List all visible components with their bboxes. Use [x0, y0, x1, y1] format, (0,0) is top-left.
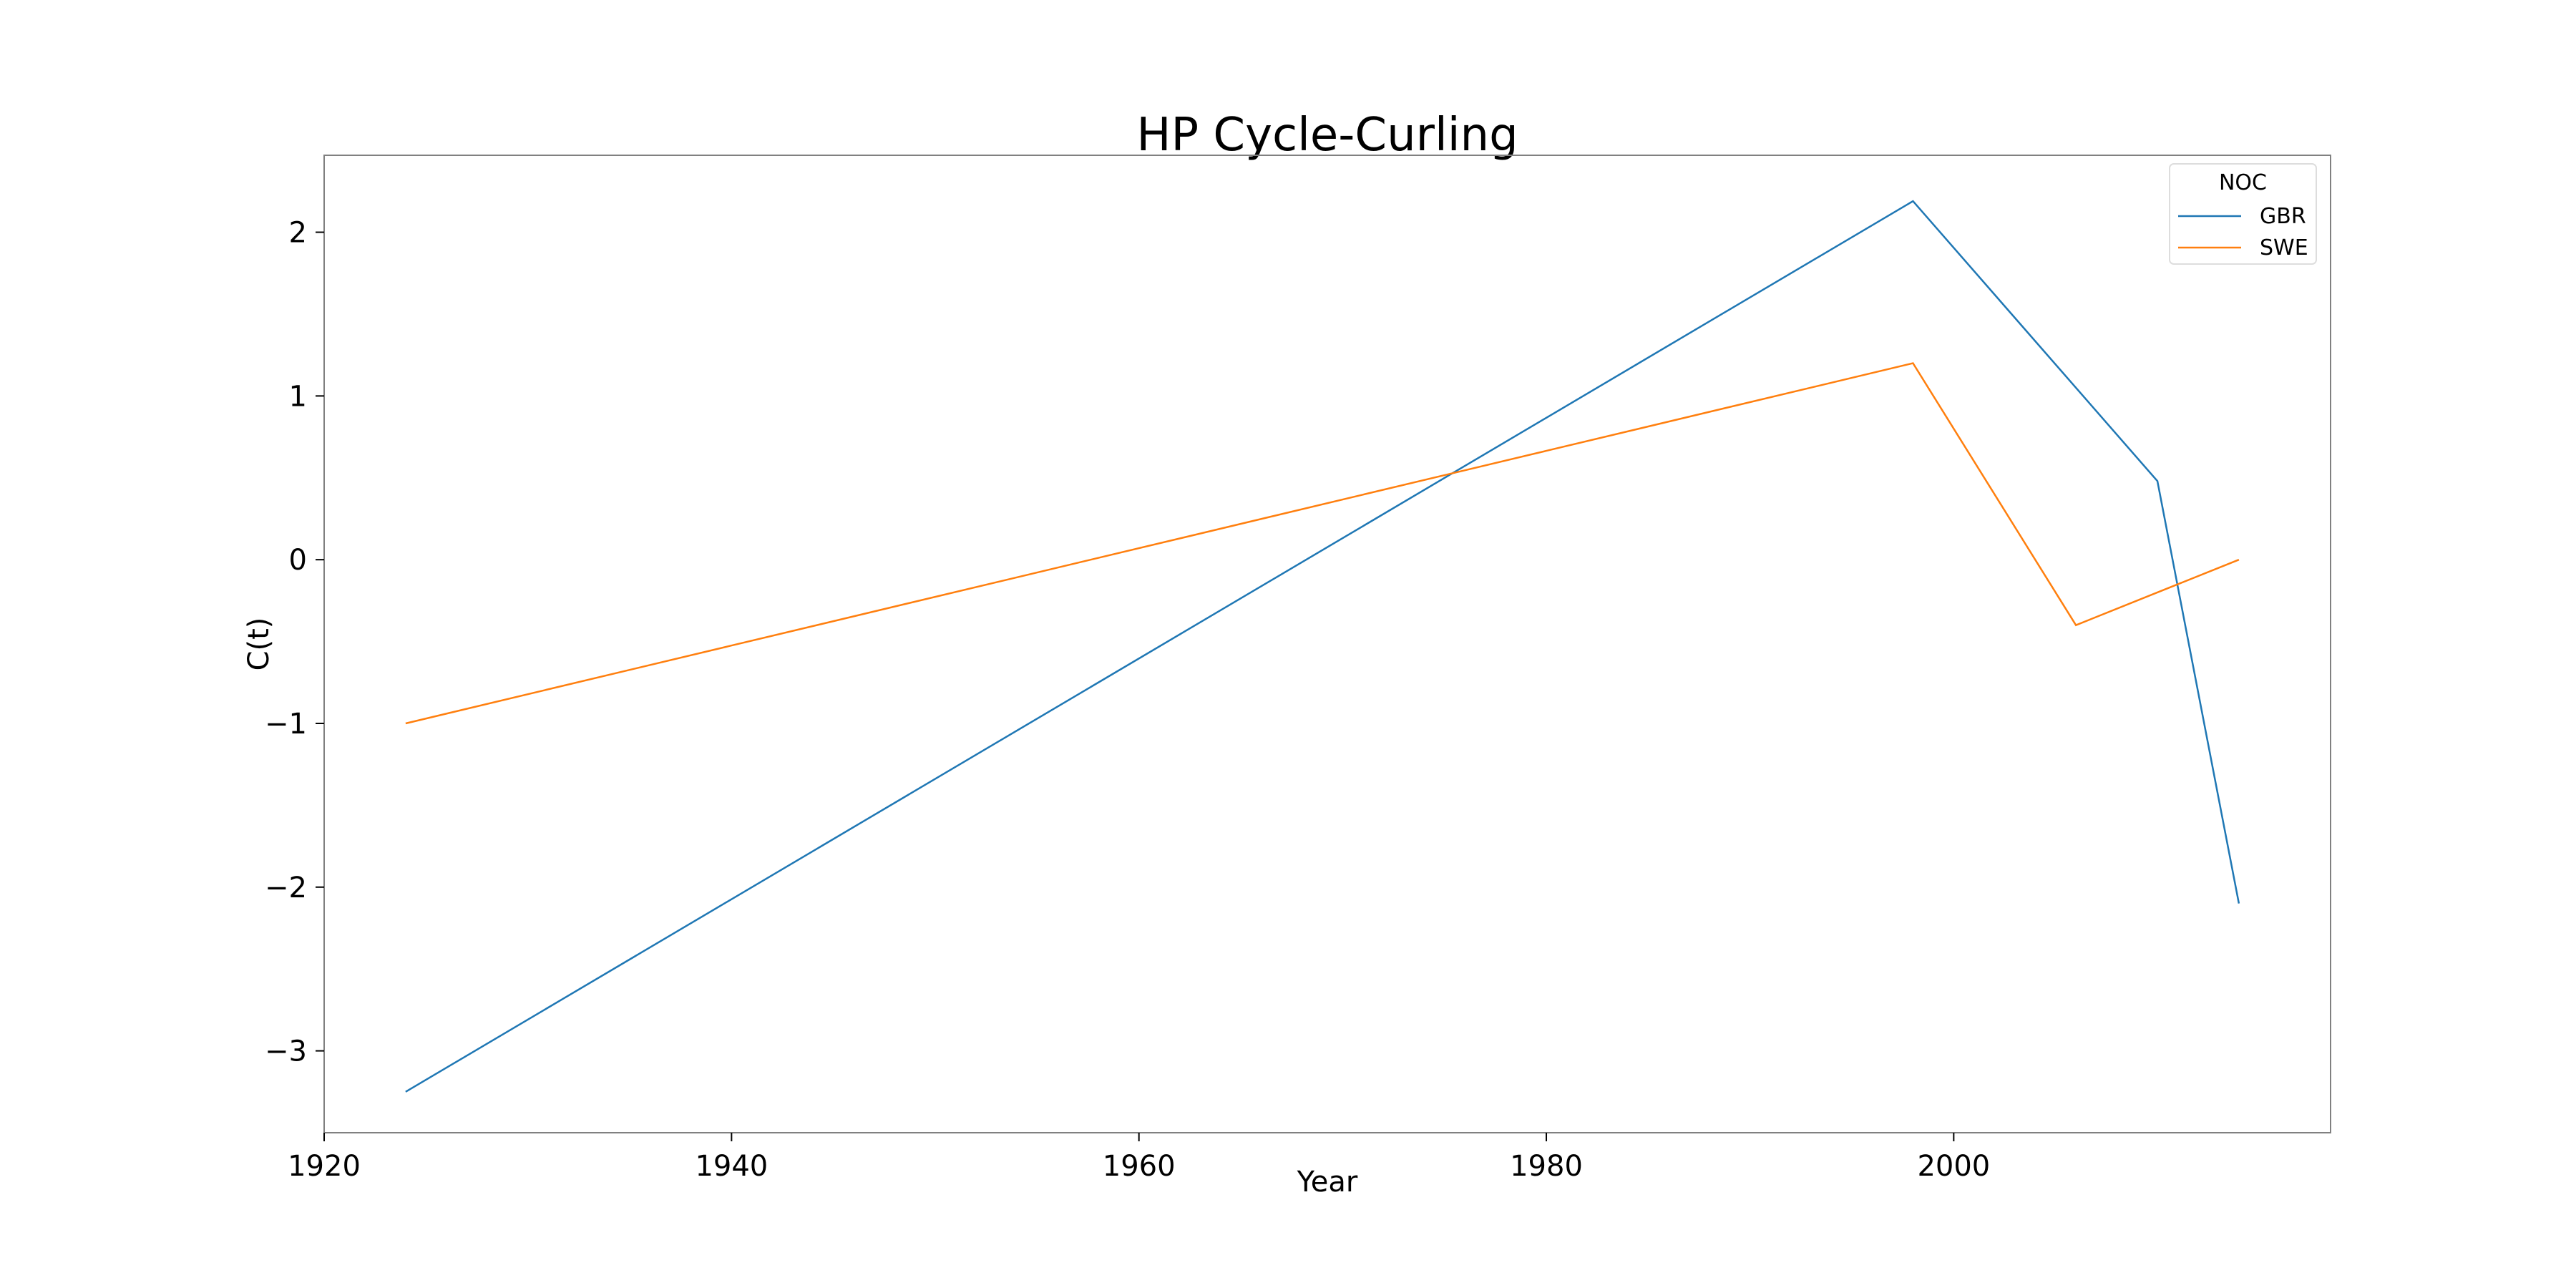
plot-frame	[323, 155, 2331, 1133]
x-tick-label: 2000	[1917, 1150, 1990, 1183]
y-tick-label: 1	[289, 380, 307, 413]
x-tick-label: 1920	[288, 1150, 361, 1183]
chart-title: HP Cycle-Curling	[1136, 109, 1518, 162]
y-axis-label: C(t)	[243, 618, 275, 671]
series-group	[405, 200, 2240, 1093]
y-tick-label: 2	[289, 217, 307, 250]
plot-area	[323, 155, 2331, 1133]
legend: NOC GBR SWE	[2169, 163, 2317, 265]
series-line-gbr	[405, 200, 2240, 1093]
x-axis: 1920 1940 1960 1980 2000	[288, 1133, 1990, 1183]
series-line-swe	[405, 362, 2240, 725]
legend-label-swe: SWE	[2260, 235, 2308, 260]
y-tick-label: −1	[265, 708, 307, 741]
y-axis: −3 −2 −1 0 1 2	[265, 217, 324, 1068]
x-tick-label: 1980	[1510, 1150, 1583, 1183]
x-tick-label: 1960	[1103, 1150, 1176, 1183]
x-tick-label: 1940	[695, 1150, 768, 1183]
legend-title: NOC	[2219, 170, 2267, 195]
legend-label-gbr: GBR	[2260, 204, 2306, 229]
legend-box	[2169, 163, 2317, 265]
y-tick-label: 0	[289, 544, 307, 577]
y-tick-label: −3	[265, 1035, 307, 1068]
x-axis-label: Year	[1297, 1166, 1358, 1199]
y-tick-label: −2	[265, 872, 307, 904]
